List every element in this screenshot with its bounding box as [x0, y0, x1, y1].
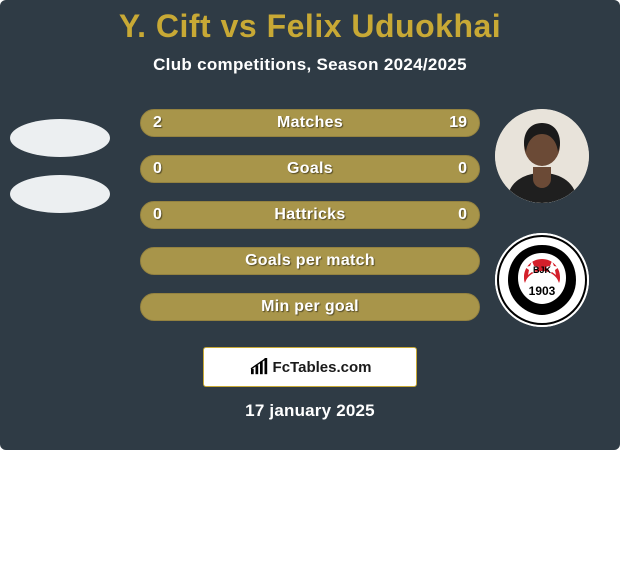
besiktas-badge-icon: BJK 1903 — [495, 233, 589, 327]
stat-row: Goals per match — [140, 247, 480, 275]
player-left-column — [0, 109, 120, 339]
stat-value-left: 2 — [153, 114, 162, 132]
brand-prefix: Fc — [273, 359, 291, 376]
brand-suffix: Tables.com — [290, 359, 371, 376]
svg-text:BJK: BJK — [533, 265, 552, 275]
date-line: 17 january 2025 — [0, 401, 620, 421]
bar-chart-icon — [249, 358, 271, 376]
page-title: Y. Cift vs Felix Uduokhai — [0, 0, 620, 45]
stat-row: Hattricks 0 0 — [140, 201, 480, 229]
brand-label: FcTables.com — [249, 358, 372, 376]
player-left-avatar-placeholder — [10, 119, 110, 157]
stat-value-right: 19 — [449, 114, 467, 132]
stat-rows: Matches 2 19 Goals 0 0 Hattricks 0 0 Goals per ma… — [140, 109, 480, 321]
player-right-club-badge: BJK 1903 — [495, 233, 589, 327]
stat-row: Goals 0 0 — [140, 155, 480, 183]
stat-label: Min per goal — [261, 298, 359, 316]
person-icon — [495, 109, 589, 203]
stat-value-right: 0 — [458, 206, 467, 224]
stat-label: Goals — [287, 160, 333, 178]
subtitle: Club competitions, Season 2024/2025 — [0, 55, 620, 75]
player-left-club-placeholder — [10, 175, 110, 213]
stat-label: Hattricks — [274, 206, 345, 224]
stat-value-left: 0 — [153, 160, 162, 178]
stats-area: BJK 1903 Matches219Goals00Hattricks00Goa… — [0, 109, 620, 339]
player-right-avatar — [495, 109, 589, 203]
stat-row: Min per goal — [140, 293, 480, 321]
stat-label: Matches — [277, 114, 343, 132]
stat-label: Goals per match — [245, 252, 375, 270]
stat-value-left: 0 — [153, 206, 162, 224]
svg-text:1903: 1903 — [529, 284, 556, 298]
player-right-column: BJK 1903 — [482, 109, 602, 339]
comparison-card: Y. Cift vs Felix Uduokhai Club competiti… — [0, 0, 620, 450]
stat-value-right: 0 — [458, 160, 467, 178]
stat-row: Matches 2 19 — [140, 109, 480, 137]
brand-footer[interactable]: FcTables.com — [203, 347, 417, 387]
